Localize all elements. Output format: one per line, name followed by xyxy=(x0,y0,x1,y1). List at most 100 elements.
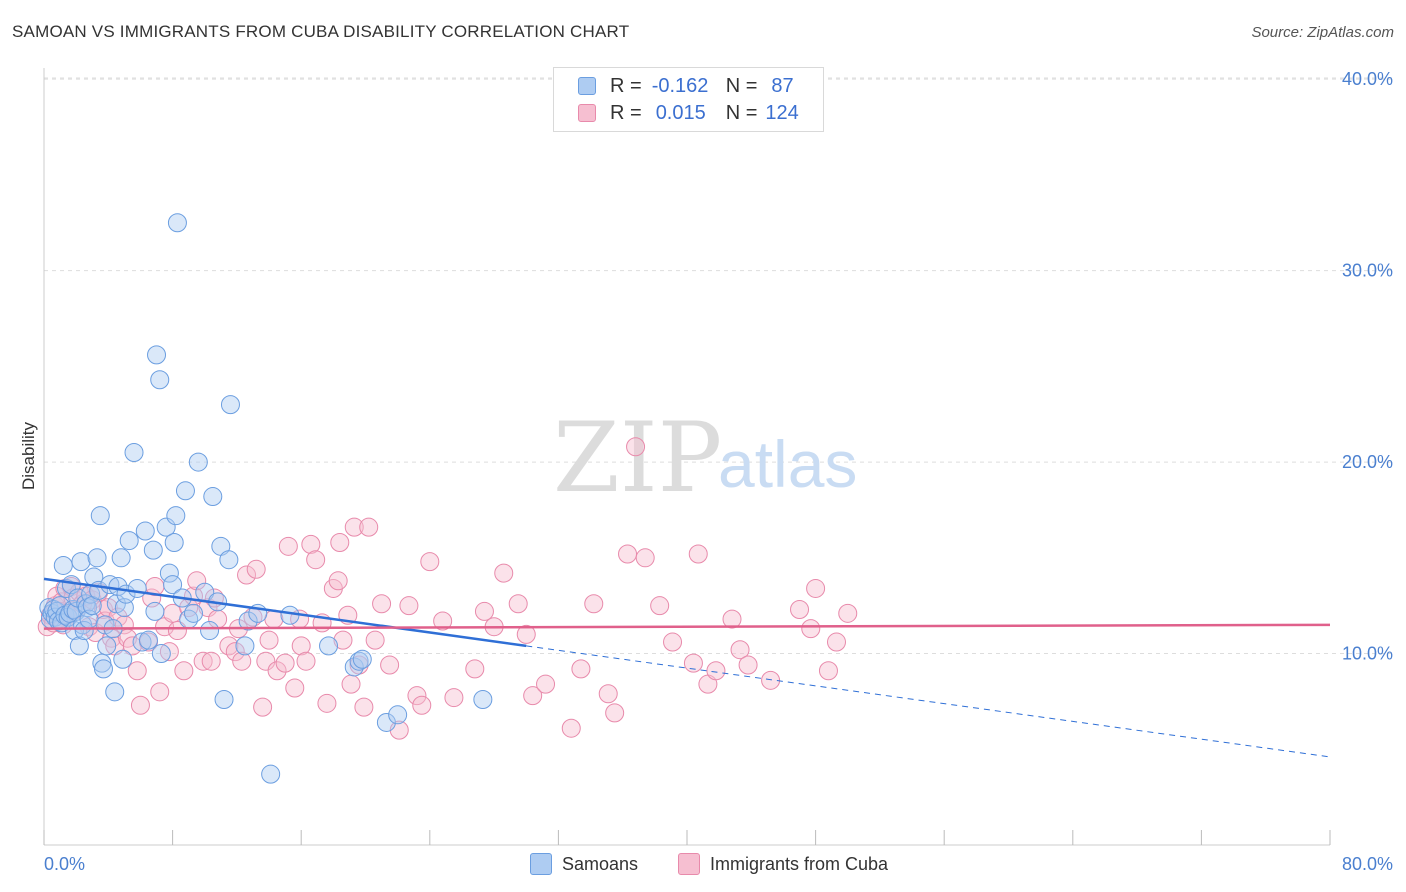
bottom-legend-samoans: Samoans xyxy=(530,851,638,877)
legend-row-samoans: R = -0.162 N = 87 xyxy=(578,73,794,99)
samoan-point xyxy=(105,682,125,702)
cuba-point xyxy=(163,603,183,623)
samoan-point xyxy=(280,605,300,625)
samoan-point xyxy=(235,636,255,656)
cuba-point xyxy=(344,517,364,537)
samoan-point xyxy=(147,345,167,365)
cuba-point xyxy=(838,603,858,623)
samoan-point xyxy=(132,632,152,652)
y-axis-label: Disability xyxy=(19,421,38,490)
cuba-point xyxy=(571,659,591,679)
cuba-point xyxy=(790,600,810,619)
legend-n-value: 124 xyxy=(765,101,799,124)
cuba-point xyxy=(253,697,273,717)
samoan-point xyxy=(349,651,369,671)
cuba-point xyxy=(494,563,514,583)
samoan-point xyxy=(97,636,117,656)
samoan-point xyxy=(113,649,133,669)
cuba-point xyxy=(296,651,316,671)
samoan-point xyxy=(127,578,147,598)
samoan-point xyxy=(376,712,396,732)
legend-n-label: N = xyxy=(725,74,758,97)
samoan-point xyxy=(203,487,223,507)
samoan-point xyxy=(138,630,158,650)
samoan-point xyxy=(188,452,208,472)
cuba-point xyxy=(187,571,207,591)
legend-r-value: 0.015 xyxy=(655,101,706,124)
cuba-point xyxy=(330,532,350,552)
cuba-point xyxy=(167,621,187,641)
samoan-point xyxy=(238,611,258,631)
samoan-point xyxy=(220,395,240,415)
correlation-legend: R = -0.162 N = 87 R = 0.015 N = 124 xyxy=(553,67,824,132)
bottom-swatch-samoans xyxy=(530,853,552,875)
cuba-point xyxy=(306,550,326,570)
legend-row-cuba: R = 0.015 N = 124 xyxy=(578,100,799,126)
cuba-point xyxy=(285,678,305,698)
cuba-point xyxy=(256,651,276,671)
legend-n-label: N = xyxy=(725,101,758,124)
samoan-point xyxy=(119,531,139,551)
y-tick-label: 40.0% xyxy=(1342,69,1393,89)
cuba-point xyxy=(354,697,374,717)
y-tick-label: 10.0% xyxy=(1342,644,1393,664)
samoan-point xyxy=(163,575,183,595)
cuba-point xyxy=(508,594,528,614)
samoan-point xyxy=(124,443,144,462)
cuba-point xyxy=(635,548,655,568)
cuba-point xyxy=(444,688,464,708)
cuba-point xyxy=(275,653,295,673)
cuba-point xyxy=(317,693,337,713)
cuba-point xyxy=(237,565,257,585)
watermark-atlas: atlas xyxy=(718,427,857,501)
cuba-point xyxy=(267,661,287,681)
cuba-point xyxy=(246,559,266,579)
bottom-legend-cuba: Immigrants from Cuba xyxy=(678,851,888,877)
axes xyxy=(43,68,1331,846)
cuba-point xyxy=(722,609,742,629)
watermark: ZIP atlas xyxy=(553,402,857,514)
cuba-point xyxy=(618,544,638,564)
samoan-point xyxy=(214,689,234,709)
samoan-point xyxy=(388,705,408,725)
cuba-point xyxy=(174,661,194,681)
cuba-point xyxy=(412,695,432,715)
cuba-point xyxy=(407,686,427,706)
samoan-point xyxy=(63,600,83,619)
tick-labels: 10.0% 20.0% 30.0% 40.0% 0.0% 80.0% xyxy=(44,69,1393,874)
cuba-point xyxy=(806,578,826,598)
cuba-point xyxy=(127,661,147,681)
cuba-point xyxy=(801,619,821,639)
samoan-point xyxy=(60,603,80,623)
cuba-point xyxy=(688,544,708,564)
samoan-point xyxy=(71,552,91,572)
samoan-point xyxy=(183,603,203,623)
legend-swatch-samoans xyxy=(578,77,596,95)
x-tick-label: 80.0% xyxy=(1342,854,1393,874)
cuba-point xyxy=(359,517,379,537)
samoan-trend-extension xyxy=(526,645,1331,758)
chart-title: SAMOAN VS IMMIGRANTS FROM CUBA DISABILIT… xyxy=(12,22,630,41)
legend-r-label: R = xyxy=(610,101,642,124)
cuba-point xyxy=(259,630,279,650)
cuba-point xyxy=(584,594,604,614)
samoan-point xyxy=(135,521,155,541)
source-label: Source: ZipAtlas.com xyxy=(1251,24,1394,41)
watermark-zip: ZIP xyxy=(553,402,722,514)
cuba-point xyxy=(663,632,683,652)
cuba-point xyxy=(372,594,392,614)
samoan-point xyxy=(90,506,110,526)
cuba-point xyxy=(706,661,726,681)
cuba-point xyxy=(683,653,703,673)
samoan-point xyxy=(164,532,184,552)
cuba-point xyxy=(201,651,221,671)
cuba-point xyxy=(598,684,618,704)
samoan-point xyxy=(53,555,73,575)
samoan-point xyxy=(200,621,220,641)
cuba-point xyxy=(301,534,321,554)
cuba-point xyxy=(523,686,543,706)
samoan-point xyxy=(219,550,239,570)
cuba-point xyxy=(341,674,361,694)
legend-r-value: -0.162 xyxy=(651,74,709,97)
samoan-point xyxy=(150,370,170,390)
